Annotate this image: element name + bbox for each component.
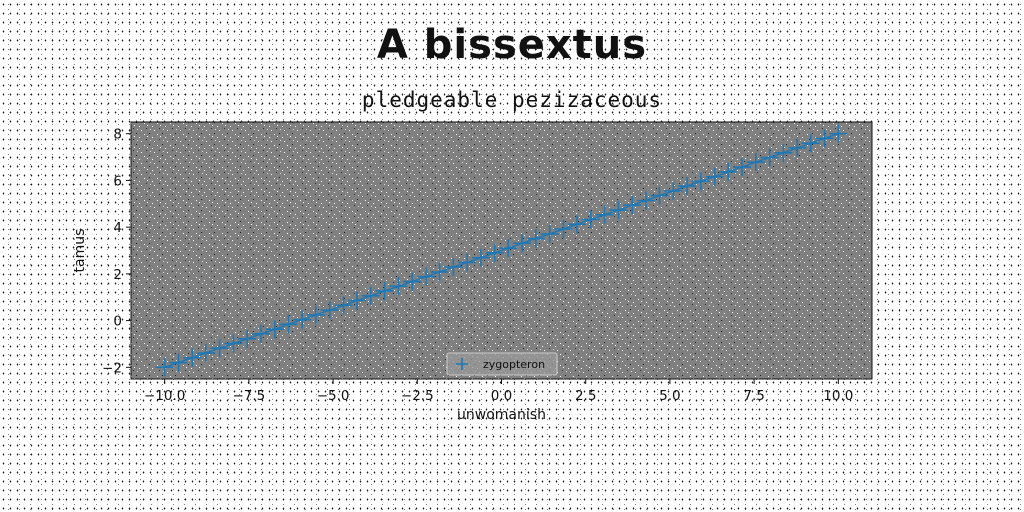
data-point (403, 272, 422, 291)
y-tick-label: 8 (113, 127, 122, 143)
data-point (540, 224, 559, 243)
y-axis-label: tamus (72, 229, 88, 273)
data-point (801, 134, 820, 153)
x-tick-label: 7.5 (743, 388, 764, 404)
data-point (829, 124, 848, 143)
data-point (788, 138, 807, 157)
chart-title: A bissextus (376, 22, 648, 68)
data-point (554, 220, 573, 239)
data-point (609, 201, 628, 220)
data-point (183, 348, 202, 367)
data-point (238, 329, 257, 348)
data-point (224, 334, 243, 353)
data-point (732, 158, 751, 177)
data-point (567, 215, 586, 234)
data-point (678, 177, 697, 196)
y-tick-label: 6 (113, 173, 122, 189)
data-point (513, 234, 532, 253)
data-point (815, 129, 834, 148)
data-point (705, 167, 724, 186)
data-point (458, 253, 477, 272)
data-point (636, 191, 655, 210)
data-point (169, 353, 188, 372)
y-tick-label: 4 (113, 220, 122, 236)
chart-subtitle: pledgeable pezizaceous (361, 88, 663, 112)
data-point (595, 205, 614, 224)
x-tick-label: 10.0 (823, 388, 853, 404)
data-point (375, 281, 394, 300)
legend: zygopteron (446, 352, 558, 376)
data-point (279, 315, 298, 334)
data-point (581, 210, 600, 229)
x-tick-label: 2.5 (575, 388, 596, 404)
x-tick-label: −5.0 (317, 388, 350, 404)
y-tick-label: −2 (102, 360, 122, 376)
series-zygopteron (155, 124, 848, 377)
data-point (499, 239, 518, 258)
data-point (430, 262, 449, 281)
legend-plus-marker (456, 358, 468, 370)
y-axis: −2 0 2 4 6 8 (102, 127, 131, 376)
data-point (155, 358, 174, 377)
data-point (252, 324, 271, 343)
data-point (526, 229, 545, 248)
data-point (623, 196, 642, 215)
x-axis: −10.0 −7.5 −5.0 −2.5 0.0 2.5 5.0 7.5 10.0 (144, 379, 853, 404)
y-tick-label: 0 (113, 314, 122, 330)
data-point (293, 310, 312, 329)
legend-label-zygopteron: zygopteron (483, 358, 545, 371)
y-tick-label: 2 (113, 267, 122, 283)
data-point (691, 172, 710, 191)
x-tick-label: 5.0 (659, 388, 680, 404)
data-point (196, 344, 215, 363)
data-point (650, 186, 669, 205)
data-point (210, 339, 229, 358)
legend-box (446, 352, 558, 376)
x-tick-label: −7.5 (232, 388, 265, 404)
data-point (444, 258, 463, 277)
x-tick-label: −10.0 (144, 388, 185, 404)
x-axis-label: unwomanish (457, 407, 546, 423)
data-point (417, 267, 436, 286)
data-point (760, 148, 779, 167)
x-tick-label: −2.5 (401, 388, 434, 404)
data-point (746, 153, 765, 172)
data-point (471, 248, 490, 267)
data-point (320, 301, 339, 320)
data-point (664, 181, 683, 200)
legend-marker-zygopteron (456, 358, 468, 370)
data-point (485, 243, 504, 262)
data-point (334, 296, 353, 315)
data-point (389, 277, 408, 296)
x-tick-label: 0.0 (491, 388, 512, 404)
data-point (774, 143, 793, 162)
series-line (164, 132, 839, 369)
data-point (719, 162, 738, 181)
data-point (348, 291, 367, 310)
data-point (361, 286, 380, 305)
data-point (306, 305, 325, 324)
data-point (265, 320, 284, 339)
